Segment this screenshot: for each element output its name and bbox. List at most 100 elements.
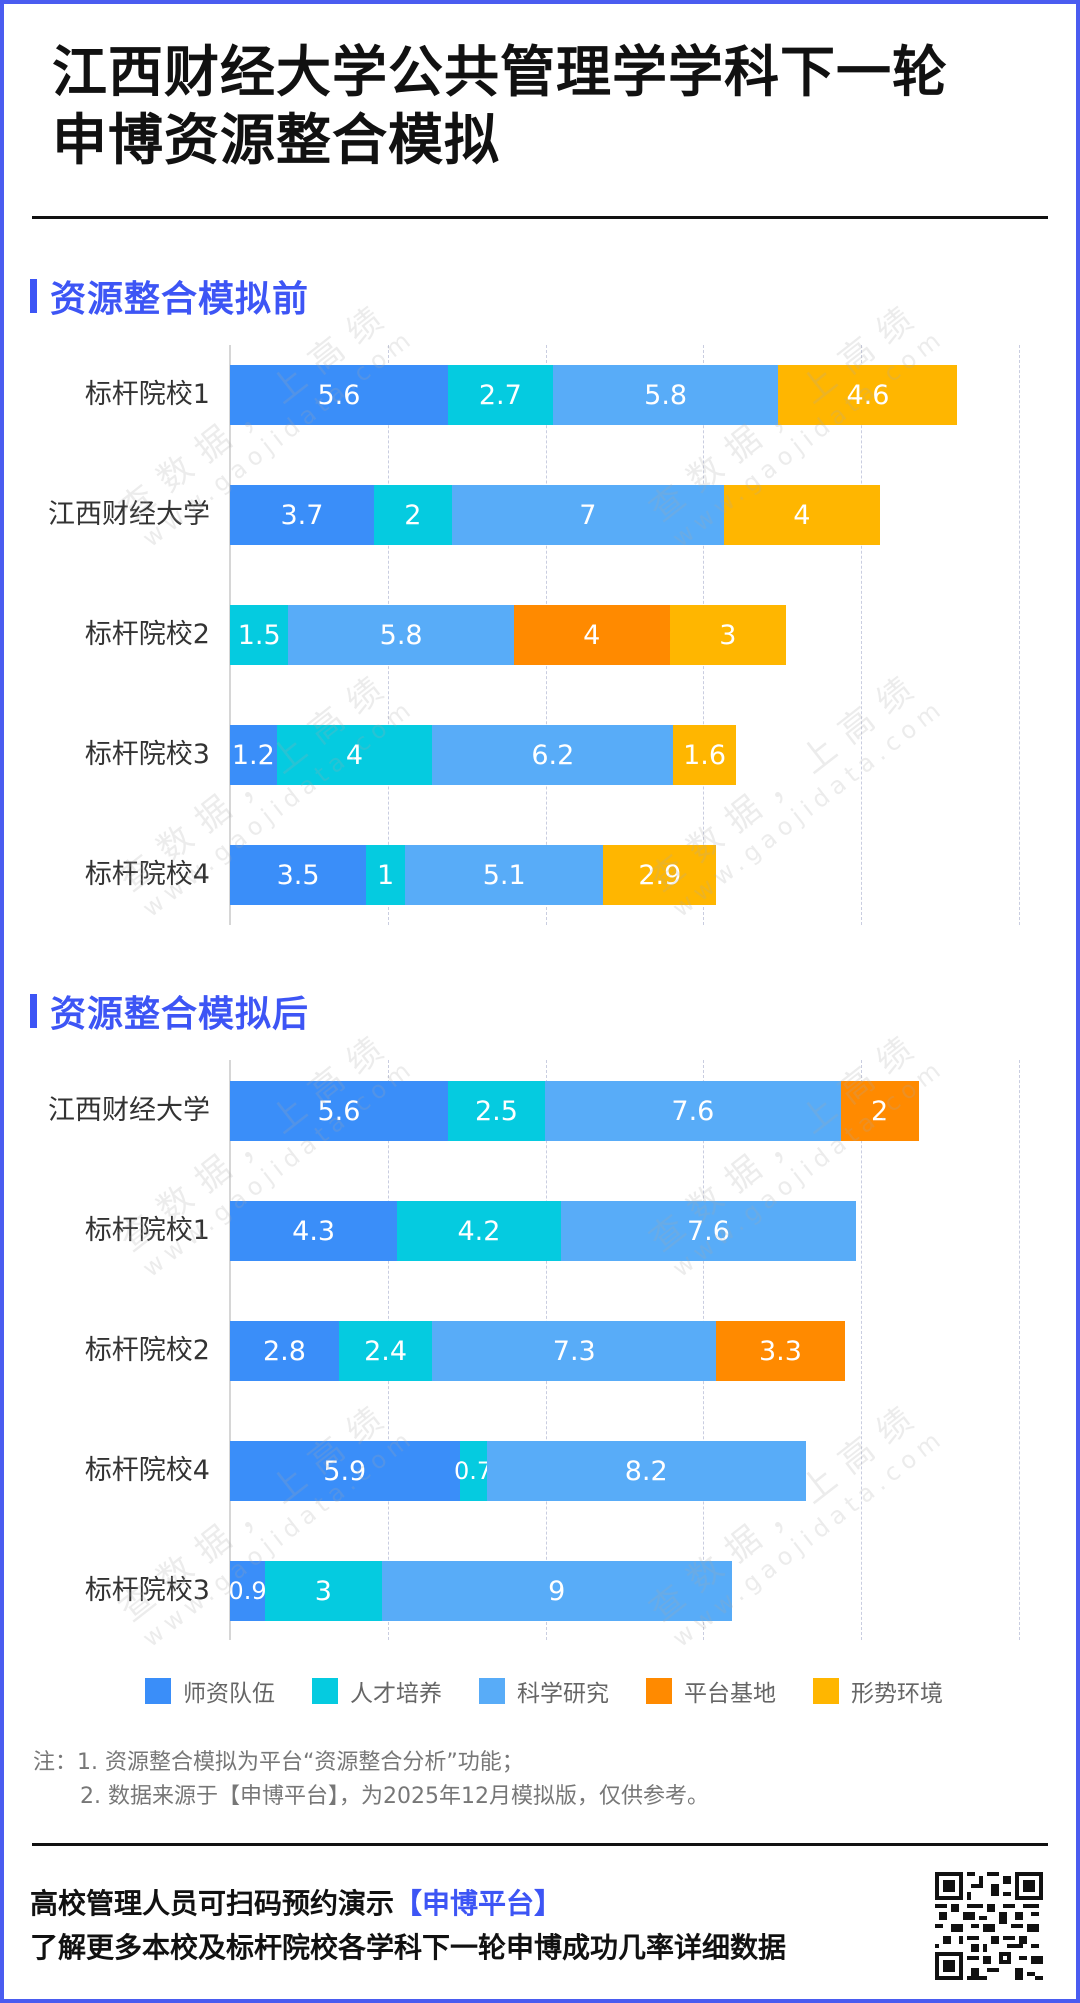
gridline [861, 1060, 862, 1640]
stacked-bar[interactable]: 0.9 3 9 [228, 1561, 732, 1621]
bar-segment[interactable]: 5.6 [230, 365, 448, 425]
bar-segment[interactable]: 3.7 [230, 485, 374, 545]
category-label: 标杆院校1 [84, 379, 210, 410]
legend-swatch-icon [646, 1678, 672, 1704]
bar-row: 标杆院校3 1.2 4 6.2 1.6 [0, 725, 1080, 785]
bar-segment[interactable]: 4 [276, 725, 433, 785]
category-label: 标杆院校2 [84, 619, 210, 650]
stacked-bar[interactable]: 3.7 2 7 4 [230, 485, 880, 545]
legend-item[interactable]: 平台基地 [646, 1674, 776, 1708]
bar-row: 标杆院校1 5.6 2.7 5.8 4.6 [0, 365, 1080, 425]
stacked-bar[interactable]: 2.8 2.4 7.3 3.3 [230, 1321, 845, 1381]
footer-divider [32, 1843, 1048, 1846]
legend-item[interactable]: 科学研究 [479, 1674, 609, 1708]
bar-segment[interactable]: 4.2 [397, 1201, 561, 1261]
bar-segment[interactable]: 2.4 [338, 1321, 433, 1381]
legend-item[interactable]: 形势环境 [813, 1674, 943, 1708]
note-line-2: 2. 数据来源于【申博平台】，为2025年12月模拟版，仅供参考。 [80, 1784, 709, 1809]
gridline [1019, 345, 1020, 925]
stacked-bar[interactable]: 5.9 0.7 8.2 [230, 1441, 806, 1501]
bar-segment[interactable]: 5.8 [552, 365, 779, 425]
title-line-2: 申博资源整合模拟 [52, 108, 501, 172]
bar-segment[interactable]: 4.6 [778, 365, 958, 425]
note-prefix: 注： [33, 1750, 78, 1775]
bar-segment[interactable]: 2.8 [230, 1321, 339, 1381]
bar-row: 标杆院校4 5.9 0.7 8.2 [0, 1441, 1080, 1501]
bar-segment[interactable]: 5.1 [405, 845, 604, 905]
stacked-bar[interactable]: 5.6 2.5 7.6 2 [230, 1081, 919, 1141]
bar-segment[interactable]: 5.6 [230, 1081, 448, 1141]
bar-segment[interactable]: 6.2 [432, 725, 674, 785]
category-label: 标杆院校3 [84, 739, 210, 770]
bar-segment[interactable]: 1.6 [673, 725, 736, 785]
section-title-after: 资源整合模拟后 [50, 994, 310, 1035]
bar-segment[interactable]: 7.3 [432, 1321, 717, 1381]
category-label: 标杆院校1 [84, 1215, 210, 1246]
bar-segment[interactable]: 5.8 [288, 605, 514, 665]
bar-segment[interactable]: 1.5 [230, 605, 289, 665]
bar-segment[interactable]: 5.9 [230, 1441, 460, 1501]
bar-segment[interactable]: 7.6 [545, 1081, 841, 1141]
legend-label: 人才培养 [350, 1681, 442, 1707]
qr-code-icon[interactable] [935, 1872, 1043, 1980]
legend-label: 平台基地 [684, 1681, 776, 1707]
stacked-bar[interactable]: 1.2 4 6.2 1.6 [230, 725, 736, 785]
bar-segment[interactable]: 2 [373, 485, 452, 545]
category-label: 江西财经大学 [48, 499, 210, 530]
gridline [1019, 1060, 1020, 1640]
bar-segment[interactable]: 7.6 [560, 1201, 857, 1261]
bar-segment[interactable]: 2.9 [603, 845, 717, 905]
bar-segment[interactable]: 4 [724, 485, 880, 545]
bar-segment[interactable]: 8.2 [486, 1441, 806, 1501]
legend-swatch-icon [145, 1678, 171, 1704]
bar-row: 标杆院校4 3.5 1 5.1 2.9 [0, 845, 1080, 905]
bar-segment[interactable]: 2.5 [447, 1081, 546, 1141]
bar-segment[interactable]: 0.9 [228, 1561, 267, 1621]
stacked-bar[interactable]: 4.3 4.2 7.6 [230, 1201, 857, 1261]
category-label: 标杆院校2 [84, 1335, 210, 1366]
footer-cta: 高校管理人员可扫码预约演示【申博平台】 了解更多本校及标杆院校各学科下一轮申博成… [30, 1882, 786, 1970]
bar-segment[interactable]: 2 [840, 1081, 919, 1141]
section-title-before: 资源整合模拟前 [50, 279, 310, 320]
bar-segment[interactable]: 1 [366, 845, 406, 905]
bar-segment[interactable]: 3.3 [716, 1321, 845, 1381]
section-header-before: 资源整合模拟前 [30, 276, 309, 320]
bar-segment[interactable]: 3 [669, 605, 787, 665]
legend-swatch-icon [813, 1678, 839, 1704]
bar-segment[interactable]: 7 [451, 485, 725, 545]
section-accent-bar [30, 994, 37, 1028]
section-header-after: 资源整合模拟后 [30, 991, 309, 1035]
stacked-bar[interactable]: 1.5 5.8 4 3 [230, 605, 787, 665]
stacked-bar[interactable]: 5.6 2.7 5.8 4.6 [230, 365, 958, 425]
legend-label: 科学研究 [517, 1681, 609, 1707]
stacked-bar[interactable]: 3.5 1 5.1 2.9 [230, 845, 717, 905]
bar-row: 标杆院校2 1.5 5.8 4 3 [0, 605, 1080, 665]
category-label: 标杆院校4 [84, 859, 210, 890]
bar-segment[interactable]: 0.7 [454, 1441, 492, 1501]
title-divider [32, 216, 1048, 219]
footer-line-2: 了解更多本校及标杆院校各学科下一轮申博成功几率详细数据 [30, 1931, 787, 1964]
bar-segment[interactable]: 4.3 [230, 1201, 398, 1261]
bar-segment[interactable]: 9 [381, 1561, 732, 1621]
gridline [861, 345, 862, 925]
bar-row: 标杆院校3 0.9 3 9 [0, 1561, 1080, 1621]
title-line-1: 江西财经大学公共管理学学科下一轮 [52, 40, 949, 104]
bar-segment[interactable]: 3 [265, 1561, 382, 1621]
bar-segment[interactable]: 4 [513, 605, 670, 665]
bar-row: 标杆院校1 4.3 4.2 7.6 [0, 1201, 1080, 1261]
page-title: 江西财经大学公共管理学学科下一轮 申博资源整合模拟 [52, 38, 1032, 174]
legend-item[interactable]: 人才培养 [312, 1674, 442, 1708]
category-label: 标杆院校4 [84, 1455, 210, 1486]
notes: 注：1. 资源整合模拟为平台“资源整合分析”功能； 2. 数据来源于【申博平台】… [33, 1746, 709, 1814]
bar-segment[interactable]: 2.7 [447, 365, 553, 425]
legend-swatch-icon [312, 1678, 338, 1704]
legend-item[interactable]: 师资队伍 [145, 1674, 275, 1708]
bar-segment[interactable]: 1.2 [230, 725, 277, 785]
category-label: 标杆院校3 [84, 1575, 210, 1606]
bar-row: 江西财经大学 3.7 2 7 4 [0, 485, 1080, 545]
category-label: 江西财经大学 [48, 1095, 210, 1126]
note-line-1: 注：1. 资源整合模拟为平台“资源整合分析”功能； [33, 1750, 524, 1775]
platform-link[interactable]: 【申博平台】 [394, 1887, 563, 1920]
bar-row: 标杆院校2 2.8 2.4 7.3 3.3 [0, 1321, 1080, 1381]
bar-segment[interactable]: 3.5 [230, 845, 367, 905]
